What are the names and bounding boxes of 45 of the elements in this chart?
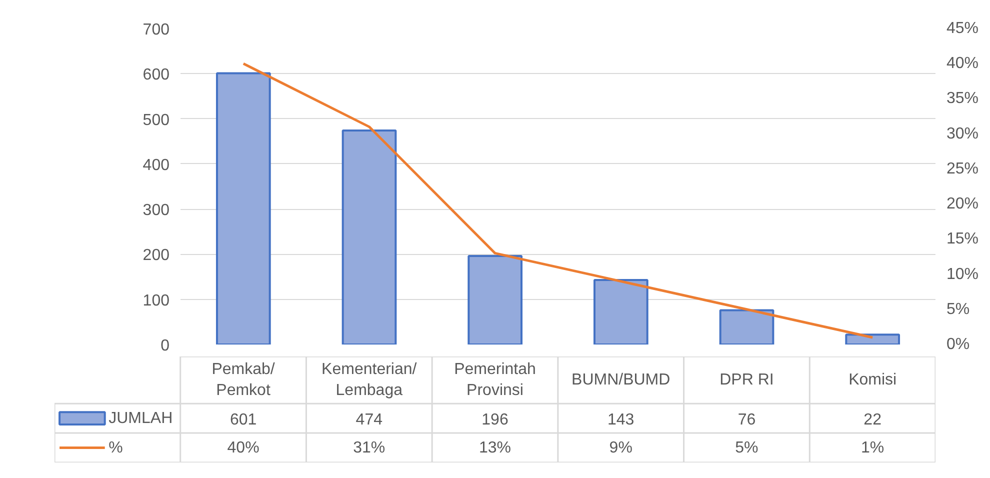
- y-tick-label: 300: [142, 202, 170, 220]
- bar: [216, 72, 271, 344]
- legend-label: JUMLAH: [108, 410, 173, 427]
- y2-tick-label: 10%: [946, 266, 979, 283]
- x-tick-label: Pemerintah Provinsi: [454, 360, 536, 400]
- y-tick-label: 400: [142, 156, 170, 174]
- y-tick-label: 700: [142, 22, 170, 38]
- y2-tick-label: 45%: [946, 20, 979, 37]
- data-label: 13%: [478, 439, 512, 456]
- data-label: 76: [738, 411, 756, 428]
- y2-tick-label: 15%: [946, 230, 979, 248]
- bar: [719, 309, 774, 344]
- data-label: 143: [608, 411, 634, 428]
- data-label: 196: [482, 411, 508, 428]
- data-label: 31%: [353, 439, 386, 456]
- y-tick-label: 200: [142, 247, 170, 264]
- x-tick-label: Pemkab/ Pemkot: [212, 360, 276, 400]
- y-tick-label: 0: [160, 338, 170, 354]
- y2-tick-label: 40%: [946, 55, 979, 72]
- data-label: 22: [864, 411, 882, 428]
- y2-tick-label: 35%: [946, 90, 979, 108]
- x-tick-label: DPR RI: [720, 372, 774, 389]
- y2-tick-label: 0%: [946, 336, 970, 353]
- y-tick-label: 100: [142, 292, 170, 310]
- y2-tick-label: 20%: [946, 196, 979, 213]
- bar: [845, 334, 900, 344]
- bar: [342, 130, 397, 344]
- x-tick-label: BUMN/BUMD: [572, 372, 670, 389]
- data-label: 601: [230, 411, 257, 428]
- data-label: 40%: [227, 439, 260, 456]
- x-tick-label: Komisi: [848, 372, 897, 389]
- line-series: [242, 62, 874, 339]
- y2-tick-label: 5%: [946, 300, 970, 318]
- y-tick-label: 500: [142, 112, 170, 129]
- data-label: 474: [356, 411, 383, 428]
- data-label: 1%: [861, 439, 884, 456]
- x-tick-label: Kementerian/ Lembaga: [322, 360, 418, 400]
- data-label: 9%: [609, 439, 632, 456]
- bar: [468, 255, 523, 344]
- y2-tick-label: 30%: [946, 125, 979, 142]
- bar: [593, 278, 648, 344]
- y-tick-label: 600: [142, 66, 170, 84]
- y2-tick-label: 25%: [946, 160, 979, 178]
- data-label: 5%: [735, 439, 758, 456]
- legend-label: %: [108, 439, 123, 456]
